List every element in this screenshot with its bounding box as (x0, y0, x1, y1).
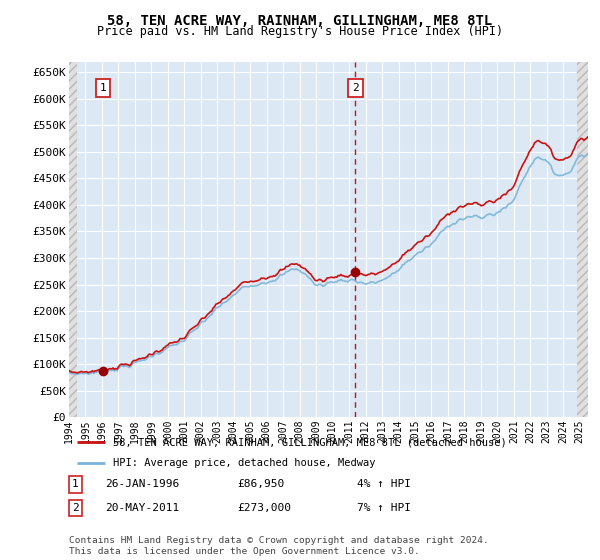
Text: £273,000: £273,000 (237, 503, 291, 513)
Text: 26-JAN-1996: 26-JAN-1996 (105, 479, 179, 489)
Text: 7% ↑ HPI: 7% ↑ HPI (357, 503, 411, 513)
Text: 20-MAY-2011: 20-MAY-2011 (105, 503, 179, 513)
Text: 2: 2 (352, 83, 359, 93)
Text: HPI: Average price, detached house, Medway: HPI: Average price, detached house, Medw… (113, 458, 376, 468)
Text: 58, TEN ACRE WAY, RAINHAM, GILLINGHAM, ME8 8TL (detached house): 58, TEN ACRE WAY, RAINHAM, GILLINGHAM, M… (113, 437, 507, 447)
Text: 4% ↑ HPI: 4% ↑ HPI (357, 479, 411, 489)
Bar (577, 62, 588, 417)
Text: Contains HM Land Registry data © Crown copyright and database right 2024.
This d: Contains HM Land Registry data © Crown c… (69, 536, 489, 556)
Text: £86,950: £86,950 (237, 479, 284, 489)
Text: Price paid vs. HM Land Registry's House Price Index (HPI): Price paid vs. HM Land Registry's House … (97, 25, 503, 38)
Text: 2: 2 (72, 503, 79, 513)
Text: 1: 1 (100, 83, 106, 93)
Bar (69, 62, 77, 417)
Text: 1: 1 (72, 479, 79, 489)
Text: 58, TEN ACRE WAY, RAINHAM, GILLINGHAM, ME8 8TL: 58, TEN ACRE WAY, RAINHAM, GILLINGHAM, M… (107, 14, 493, 28)
